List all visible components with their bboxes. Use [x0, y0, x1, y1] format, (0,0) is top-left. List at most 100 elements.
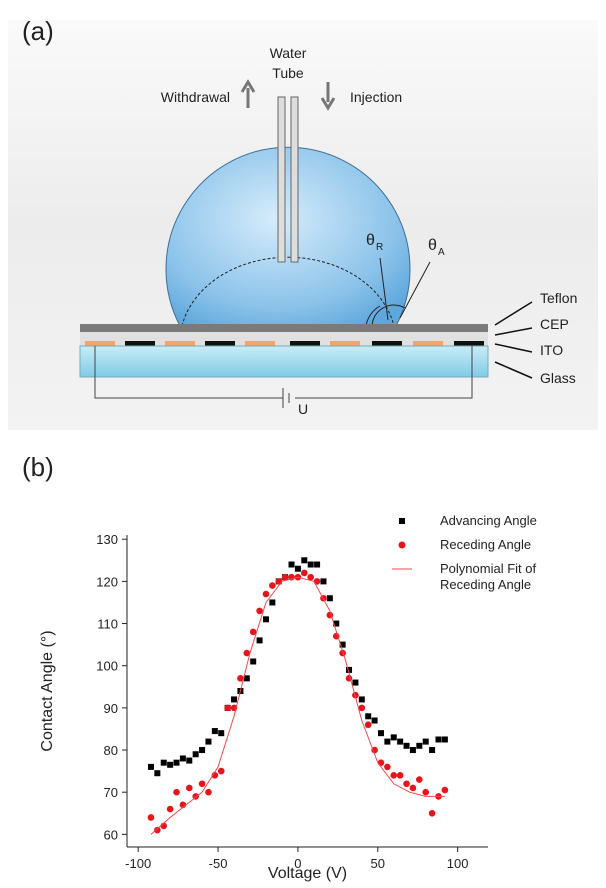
teflon-layer	[80, 324, 488, 332]
square-marker	[352, 680, 358, 686]
legend-item: Receding Angle	[388, 537, 580, 561]
square-marker	[320, 578, 326, 584]
square-marker	[154, 770, 160, 776]
circle-marker	[167, 806, 174, 813]
square-marker	[308, 562, 314, 568]
y-tick-label: 80	[104, 743, 118, 758]
circle-marker	[205, 789, 212, 796]
theta-symbol: θ	[366, 232, 375, 249]
page: {"panel_a":{"label":"(a)","water_tube":[…	[0, 0, 606, 883]
square-marker	[231, 696, 237, 702]
square-marker	[148, 764, 154, 770]
y-tick-label: 100	[96, 659, 118, 674]
legend: Advancing Angle Receding Angle Polynomial …	[388, 513, 580, 585]
square-marker	[218, 730, 224, 736]
circle-marker	[390, 772, 397, 779]
square-marker	[244, 675, 250, 681]
circle-marker	[378, 759, 385, 766]
x-axis-label: Voltage (V)	[268, 865, 347, 882]
x-tick-label: 50	[371, 856, 385, 871]
square-marker	[378, 730, 384, 736]
square-marker	[180, 755, 186, 761]
y-tick-label: 60	[104, 827, 118, 842]
circle-marker	[442, 787, 449, 794]
square-marker	[359, 696, 365, 702]
legend-item: Advancing Angle	[388, 513, 580, 537]
voltage-label: U	[298, 401, 308, 417]
square-marker	[410, 747, 416, 753]
square-marker	[269, 599, 275, 605]
layer-label: Teflon	[540, 290, 577, 306]
legend-label: Polynomial Fit of Receding Angle	[440, 561, 560, 593]
x-tick-label: 100	[447, 856, 469, 871]
circle-marker	[199, 780, 206, 787]
layer-label: Glass	[540, 370, 576, 386]
square-marker	[295, 566, 301, 572]
square-marker	[263, 616, 269, 622]
injection-label: Injection	[350, 89, 402, 105]
theta-subscript: A	[438, 247, 445, 258]
square-marker	[174, 760, 180, 766]
y-tick-label: 130	[96, 532, 118, 547]
withdrawal-label: Withdrawal	[161, 89, 230, 105]
square-marker	[397, 739, 403, 745]
square-marker	[161, 760, 167, 766]
circle-marker	[224, 705, 231, 712]
square-marker	[365, 713, 371, 719]
figure: (a) (b) WaterTubeWithdrawalInjectionθRθA…	[0, 0, 606, 883]
square-marker	[186, 758, 192, 764]
legend-label: Advancing Angle	[440, 513, 580, 529]
square-marker	[404, 743, 410, 749]
legend-label: Receding Angle	[440, 537, 580, 553]
circle-marker	[397, 772, 404, 779]
circle-marker	[410, 785, 417, 792]
x-tick-label: -50	[209, 856, 228, 871]
tube-label: Water	[270, 45, 307, 61]
square-marker	[384, 739, 390, 745]
circle-marker	[416, 776, 423, 783]
panel-label: (b)	[22, 452, 54, 482]
square-marker	[257, 637, 263, 643]
square-marker	[199, 747, 205, 753]
square-marker	[250, 658, 256, 664]
theta-subscript: R	[376, 242, 383, 253]
square-marker	[423, 739, 429, 745]
legend-item: Polynomial Fit of Receding Angle	[388, 561, 580, 585]
circle-marker	[301, 570, 308, 577]
square-marker	[327, 595, 333, 601]
panel-label: (a)	[22, 16, 54, 46]
layer-label: CEP	[540, 316, 569, 332]
legend-swatch	[392, 539, 412, 551]
theta-symbol: θ	[428, 237, 437, 254]
circle-marker	[263, 591, 270, 598]
circle-marker	[256, 608, 263, 615]
circle-marker	[365, 721, 372, 728]
tube-label: Tube	[272, 65, 304, 81]
y-tick-label: 70	[104, 785, 118, 800]
square-marker	[301, 557, 307, 563]
square-marker	[314, 562, 320, 568]
circle-marker	[429, 810, 436, 817]
circle-marker	[269, 582, 276, 589]
circle-marker	[403, 780, 410, 787]
circle-marker	[422, 789, 429, 796]
x-tick-label: -100	[125, 856, 151, 871]
y-tick-label: 110	[97, 617, 118, 632]
square-marker	[435, 736, 441, 742]
square-marker	[391, 734, 397, 740]
glass-layer	[80, 346, 488, 377]
circle-marker	[275, 578, 282, 585]
square-marker	[429, 747, 435, 753]
square-marker	[193, 751, 199, 757]
circle-marker	[173, 789, 180, 796]
square-marker	[442, 736, 448, 742]
legend-swatch	[392, 563, 412, 575]
square-marker	[289, 562, 295, 568]
y-tick-label: 90	[104, 701, 118, 716]
square-marker	[167, 762, 173, 768]
circle-marker	[218, 768, 225, 775]
legend-swatch	[392, 515, 412, 527]
y-tick-label: 120	[96, 574, 118, 589]
layer-label: ITO	[540, 342, 563, 358]
square-marker	[416, 743, 422, 749]
